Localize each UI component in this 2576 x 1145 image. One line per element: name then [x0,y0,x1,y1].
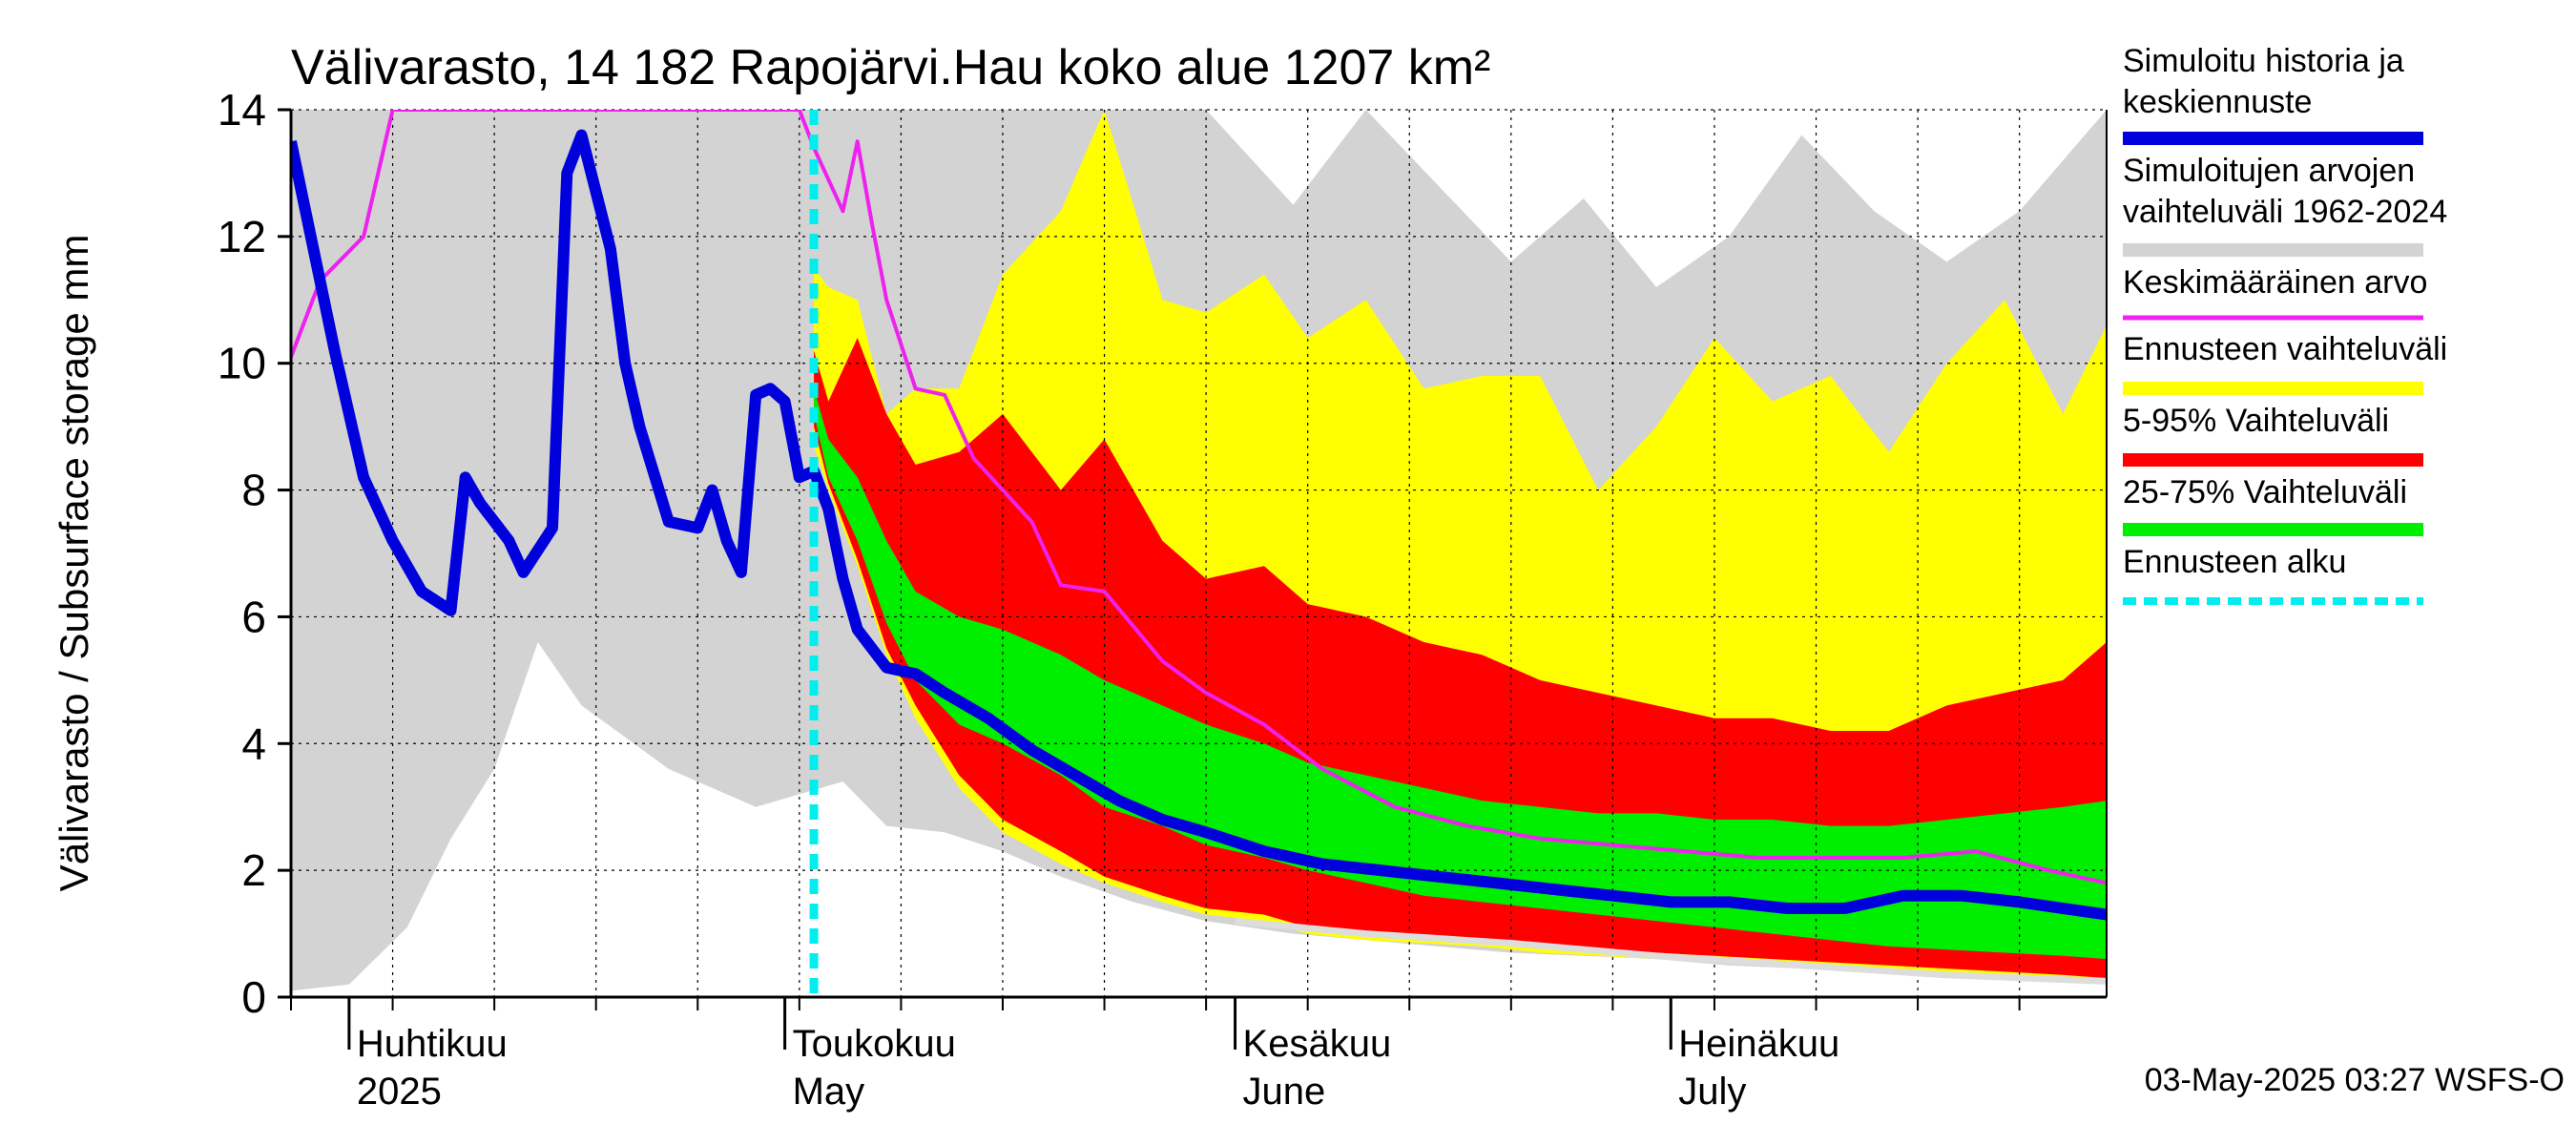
chart-lines [291,110,2107,997]
legend-label: 5-95% Vaihteluväli [2123,403,2389,439]
chart-title: Välivarasto, 14 182 Rapojärvi.Hau koko a… [291,40,1490,95]
y-tick-label: 14 [218,85,266,135]
chart-areas [291,110,2107,991]
legend: Simuloitu historia ja keskiennuste Simuloi… [2123,43,2447,605]
month-sublabel: 2025 [357,1071,442,1113]
month-label: Heinäkuu [1678,1023,1839,1065]
lower-reference-line [1235,917,2107,985]
legend-label: Simuloitujen arvojen [2123,153,2415,189]
month-label: Kesäkuu [1243,1023,1392,1065]
legend-label: Ennusteen alku [2123,544,2346,580]
month-label: Huhtikuu [357,1023,508,1065]
legend-label-line2: vaihteluväli 1962-2024 [2123,194,2447,230]
y-tick-label: 8 [241,466,266,515]
legend-label: Simuloitu historia ja [2123,43,2404,79]
y-axis-label: Välivarasto / Subsurface storage mm [52,235,96,892]
median-forecast-line [291,129,2107,921]
y-tick-label: 2 [241,845,266,895]
month-sublabel: July [1678,1071,1746,1113]
legend-label: 25-75% Vaihteluväli [2123,474,2407,510]
month-label: Toukokuu [793,1023,956,1065]
legend-label: Keskimääräinen arvo [2123,264,2427,301]
y-tick-label: 10 [218,339,266,388]
legend-label-line2: keskiennuste [2123,84,2312,120]
y-tick-label: 12 [218,212,266,261]
p5-95-band [814,338,2107,979]
legend-label: Ennusteen vaihteluväli [2123,331,2447,367]
month-sublabel: June [1243,1071,1326,1113]
y-tick-label: 4 [241,718,266,768]
chart-axes: 0 2 4 6 8 10 12 14 Huhtikuu 2025 Toukokuu May Kesäku… [218,85,2108,1113]
y-tick-label: 0 [241,972,266,1022]
mean-line [291,110,2107,885]
month-sublabel: May [793,1071,865,1113]
y-tick-label: 6 [241,592,266,641]
p25-75-band [814,388,2107,960]
footer-timestamp: 03-May-2025 03:27 WSFS-O [2145,1062,2565,1098]
